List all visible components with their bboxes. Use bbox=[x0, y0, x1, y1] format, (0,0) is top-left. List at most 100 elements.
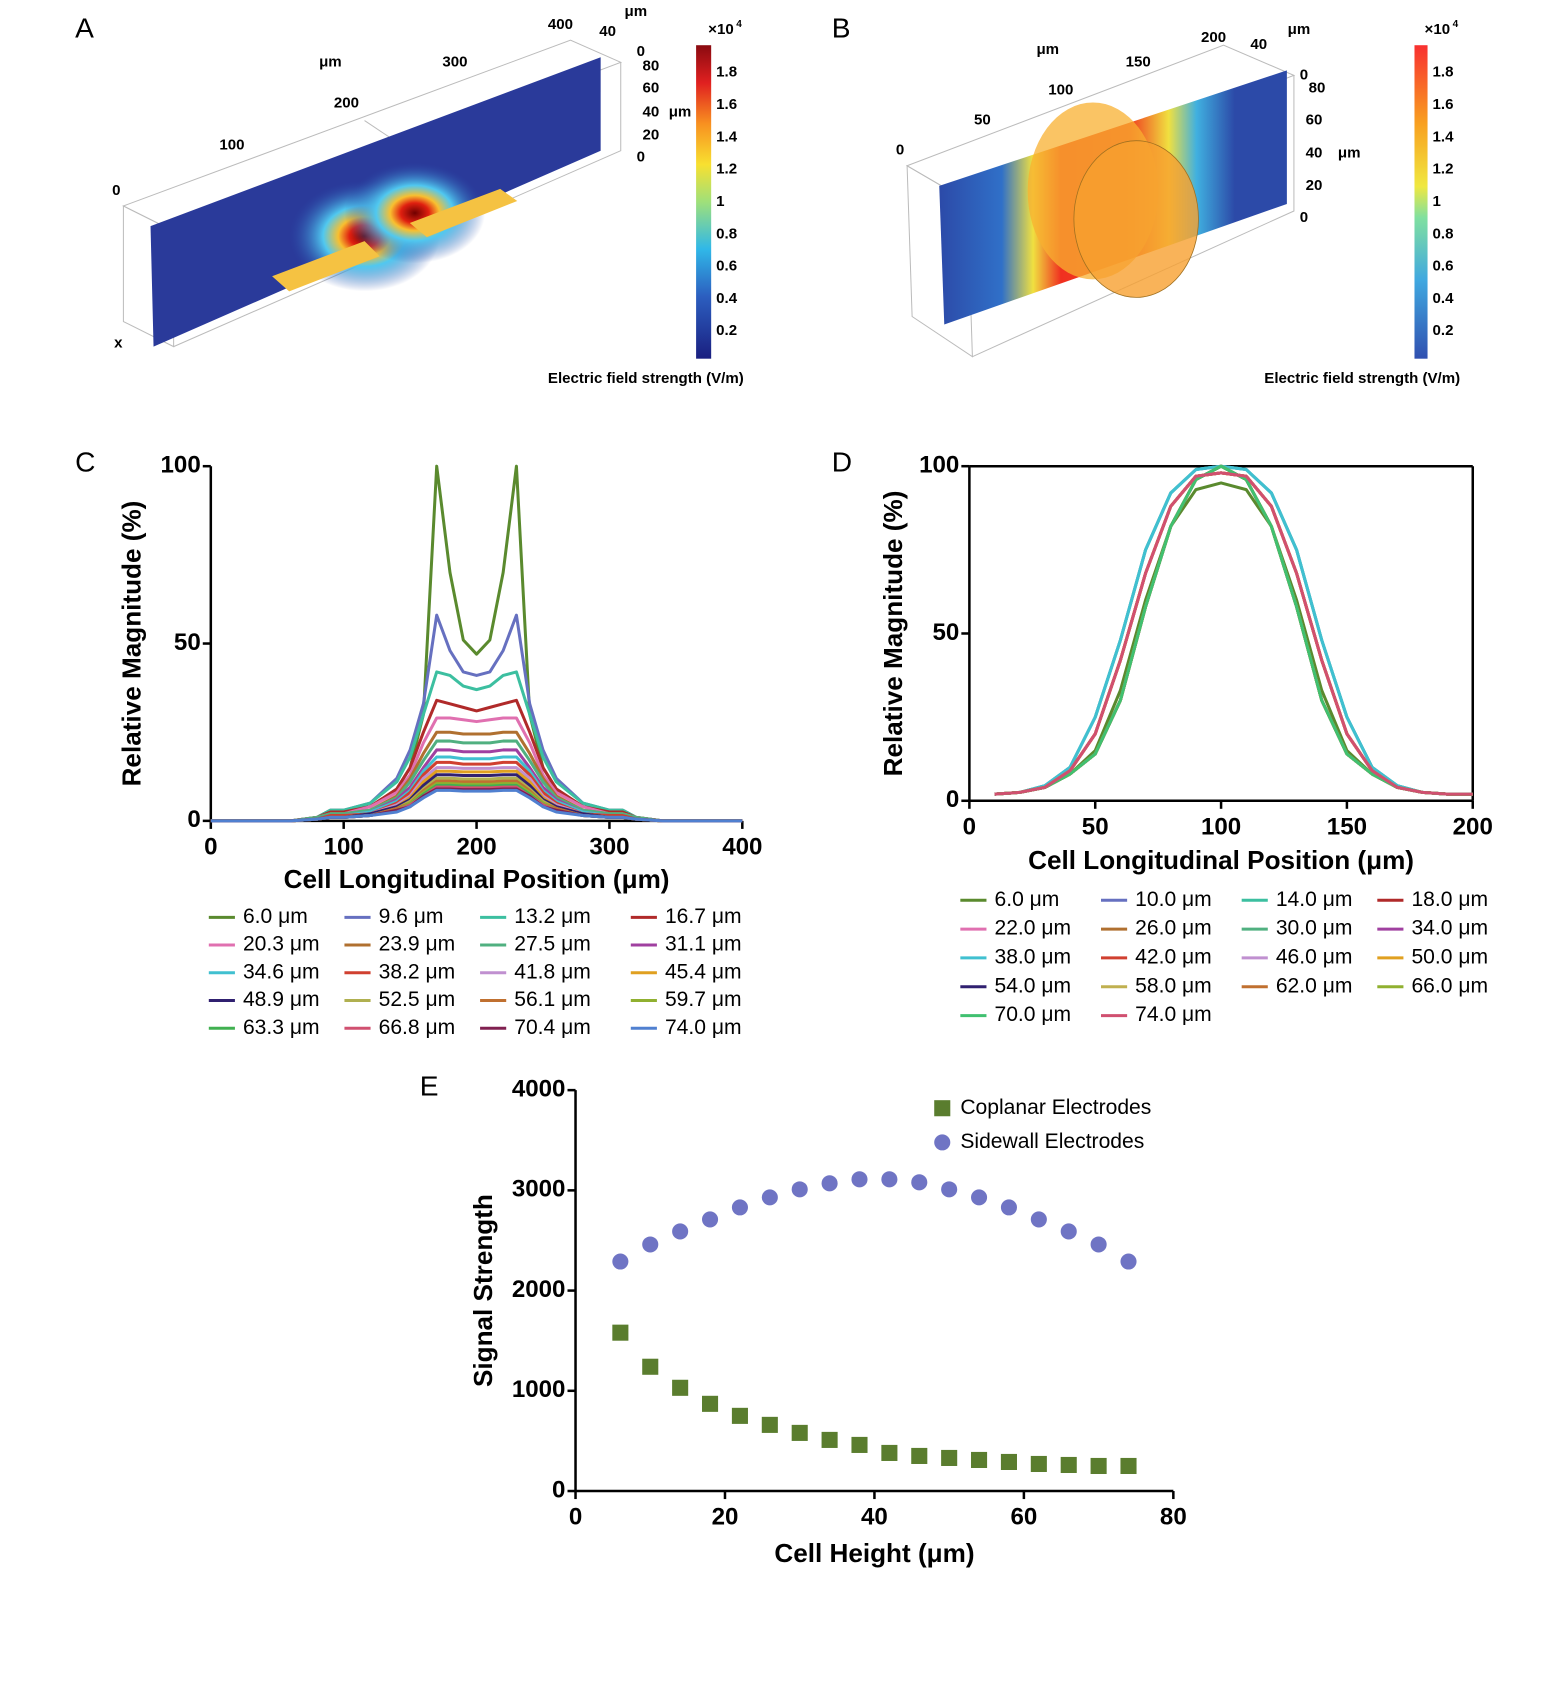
panel-label: D bbox=[832, 447, 852, 478]
legend-label: 26.0 μm bbox=[1135, 917, 1212, 940]
colorbar-title: Electric field strength (V/m) bbox=[1264, 370, 1460, 387]
point bbox=[702, 1395, 719, 1412]
legend-label: Sidewall Electrodes bbox=[960, 1130, 1144, 1153]
series-line bbox=[210, 760, 743, 823]
axis-text: 50 bbox=[974, 112, 991, 129]
axis-text: μm bbox=[1036, 41, 1059, 58]
point bbox=[911, 1174, 928, 1191]
point bbox=[612, 1324, 629, 1341]
legend-label: 34.0 μm bbox=[1411, 917, 1488, 940]
legend-label: 34.6 μm bbox=[243, 960, 320, 983]
axis-text: 150 bbox=[1126, 53, 1151, 70]
field-hotspot bbox=[344, 162, 486, 264]
legend-label: 20.3 μm bbox=[243, 933, 320, 956]
legend-label: 22.0 μm bbox=[995, 917, 1072, 940]
legend-label: 52.5 μm bbox=[379, 988, 456, 1011]
point bbox=[941, 1449, 958, 1466]
legend-label: 48.9 μm bbox=[243, 988, 320, 1011]
legend-label: Coplanar Electrodes bbox=[960, 1096, 1151, 1119]
point bbox=[1090, 1457, 1107, 1475]
x-tick-label: 0 bbox=[963, 813, 976, 840]
axis-text: 300 bbox=[442, 53, 467, 70]
legend-label: 38.2 μm bbox=[379, 960, 456, 983]
axis-text: 80 bbox=[1309, 79, 1326, 96]
y-axis-label: Relative Magnitude (%) bbox=[116, 501, 146, 787]
colorbar-exponent: 4 bbox=[736, 19, 742, 30]
legend-label: 58.0 μm bbox=[1135, 974, 1212, 997]
colorbar-exponent-base: ×10 bbox=[708, 21, 734, 38]
series-line bbox=[994, 464, 1473, 796]
point bbox=[642, 1236, 659, 1253]
point bbox=[702, 1211, 719, 1228]
y-tick-label: 1000 bbox=[512, 1376, 566, 1403]
legend-label: 63.3 μm bbox=[243, 1016, 320, 1039]
point bbox=[881, 1444, 898, 1461]
axis-text: 0 bbox=[896, 142, 904, 159]
x-axis-label: Cell Height (μm) bbox=[774, 1538, 974, 1568]
point bbox=[971, 1451, 988, 1468]
cell bbox=[1073, 140, 1199, 298]
x-tick-label: 200 bbox=[1453, 813, 1493, 840]
point bbox=[1120, 1457, 1137, 1475]
legend-label: 6.0 μm bbox=[995, 888, 1060, 911]
x-axis-label: Cell Longitudinal Position (μm) bbox=[1028, 845, 1414, 875]
axis-text: 40 bbox=[1250, 36, 1267, 53]
legend-label: 10.0 μm bbox=[1135, 888, 1212, 911]
electrode bbox=[409, 188, 518, 238]
x-tick-label: 40 bbox=[861, 1504, 888, 1531]
x-tick-label: 150 bbox=[1327, 813, 1367, 840]
y-axis-label: Signal Strength bbox=[468, 1194, 498, 1387]
legend-label: 41.8 μm bbox=[514, 960, 591, 983]
point bbox=[911, 1447, 928, 1464]
colorbar-tick: 1 bbox=[1433, 193, 1441, 210]
x-tick-label: 80 bbox=[1160, 1504, 1187, 1531]
series-line bbox=[994, 464, 1473, 796]
series-line bbox=[994, 464, 1473, 796]
colorbar-tick: 0.6 bbox=[1433, 258, 1454, 275]
legend-label: 50.0 μm bbox=[1411, 945, 1488, 968]
wire-right bbox=[972, 75, 1295, 358]
x-tick-label: 400 bbox=[722, 833, 762, 860]
y-tick-label: 2000 bbox=[512, 1276, 566, 1303]
series-line bbox=[210, 670, 743, 823]
axis-text: 100 bbox=[1048, 81, 1073, 98]
legend-label: 42.0 μm bbox=[1135, 945, 1212, 968]
series-line bbox=[994, 471, 1473, 796]
point bbox=[761, 1416, 778, 1433]
legend-swatch bbox=[934, 1100, 951, 1117]
series-line bbox=[994, 471, 1473, 796]
point bbox=[1000, 1453, 1017, 1470]
legend-label: 46.0 μm bbox=[1276, 945, 1353, 968]
legend-label: 74.0 μm bbox=[665, 1016, 742, 1039]
colorbar-tick: 1.8 bbox=[716, 64, 737, 81]
legend-label: 66.0 μm bbox=[1411, 974, 1488, 997]
colorbar-tick: 0.2 bbox=[1433, 322, 1454, 339]
point bbox=[881, 1171, 898, 1188]
legend-label: 66.8 μm bbox=[379, 1016, 456, 1039]
colorbar-tick: 0.8 bbox=[716, 225, 737, 242]
colorbar-tick: 1.2 bbox=[716, 161, 737, 178]
legend-label: 27.5 μm bbox=[514, 933, 591, 956]
series-line bbox=[994, 464, 1473, 796]
x-tick-label: 100 bbox=[324, 833, 364, 860]
legend-label: 38.0 μm bbox=[995, 945, 1072, 968]
point bbox=[672, 1223, 689, 1240]
y-tick-label: 0 bbox=[946, 786, 959, 813]
colorbar-tick: 1.6 bbox=[716, 96, 737, 113]
point bbox=[821, 1175, 838, 1192]
colorbar-exponent-base: ×10 bbox=[1425, 21, 1451, 38]
legend-label: 30.0 μm bbox=[1276, 917, 1353, 940]
axis-text: 20 bbox=[643, 127, 660, 144]
colorbar-tick: 1.4 bbox=[1433, 128, 1455, 145]
y-tick-label: 4000 bbox=[512, 1076, 566, 1103]
colorbar-tick: 1 bbox=[716, 193, 724, 210]
series-line bbox=[994, 481, 1473, 796]
colorbar-tick: 1.8 bbox=[1433, 64, 1454, 81]
y-tick-label: 100 bbox=[919, 452, 959, 479]
legend-label: 56.1 μm bbox=[514, 988, 591, 1011]
point bbox=[851, 1171, 868, 1188]
axis-text: 0 bbox=[637, 149, 645, 166]
electrode bbox=[272, 241, 380, 292]
legend-swatch bbox=[934, 1134, 951, 1151]
